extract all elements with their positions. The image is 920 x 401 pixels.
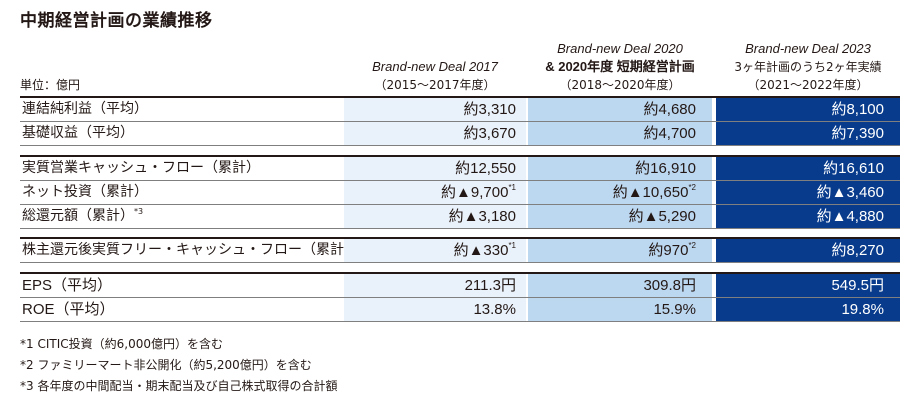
value-bnd2017: 211.3円	[344, 274, 526, 297]
row-label: EPS（平均）	[20, 274, 342, 297]
value-bnd2023: 約7,390	[716, 122, 900, 145]
value-bnd2023: 549.5円	[716, 274, 900, 297]
value-bnd2017: 約12,550	[344, 157, 526, 180]
value-text: 約▲10,650	[612, 184, 689, 201]
rule	[20, 228, 900, 229]
footnote-mark: *1	[508, 241, 516, 250]
value-bnd2020: 約16,910	[528, 157, 712, 180]
row-label: 実質営業キャッシュ・フロー（累計）	[20, 157, 342, 180]
column-header-3-sub: 3ヶ年計画のうち2ヶ年実績	[734, 60, 882, 74]
row-label: 基礎収益（平均）	[20, 122, 342, 145]
footnote-mark: *1	[508, 183, 516, 192]
value-bnd2017: 約3,670	[344, 122, 526, 145]
value-bnd2017: 約3,310	[344, 98, 526, 121]
row-label: 株主還元後実質フリー・キャッシュ・フロー（累計）	[20, 239, 358, 262]
value-bnd2020: 309.8円	[528, 274, 712, 297]
row-label: ROE（平均）	[20, 298, 342, 321]
footnote-mark: *3	[134, 207, 144, 216]
value-bnd2020: 約▲10,650*2	[528, 181, 712, 204]
value-bnd2023: 19.8%	[716, 298, 900, 321]
footnote-1: *1 CITIC投資（約6,000億円）を含む	[20, 337, 223, 351]
value-bnd2017: 約▲330*1	[344, 239, 526, 262]
column-header-2-name: Brand-new Deal 2020	[557, 41, 683, 56]
value-bnd2023: 約16,610	[716, 157, 900, 180]
rule	[20, 121, 900, 122]
value-bnd2020: 約970*2	[528, 239, 712, 262]
value-bnd2020: 約4,700	[528, 122, 712, 145]
value-bnd2017: 13.8%	[344, 298, 526, 321]
row-label: ネット投資（累計）	[20, 181, 342, 204]
column-header-2-sub: & 2020年度 短期経営計画	[545, 59, 695, 74]
value-bnd2020: 15.9%	[528, 298, 712, 321]
rule	[20, 297, 900, 298]
value-bnd2017: 約▲9,700*1	[344, 181, 526, 204]
footnote-2: *2 ファミリーマート非公開化（約5,200億円）を含む	[20, 358, 312, 372]
column-header-1-name: Brand-new Deal 2017	[372, 59, 498, 74]
rule	[20, 180, 900, 181]
rule-group	[20, 272, 900, 274]
row-label-text: 総還元額（累計）	[22, 208, 134, 224]
rule	[20, 204, 900, 205]
column-header-1-period: （2015〜2017年度）	[374, 78, 496, 92]
column-header-3: Brand-new Deal 2023 3ヶ年計画のうち2ヶ年実績 （2021〜…	[716, 40, 900, 94]
column-header-3-name: Brand-new Deal 2023	[745, 41, 871, 56]
column-header-1: Brand-new Deal 2017 （2015〜2017年度）	[344, 58, 526, 94]
unit-label: 単位：億円	[20, 78, 81, 92]
rule-top	[20, 96, 900, 98]
rule-group	[20, 237, 900, 239]
value-text: 約970	[648, 242, 689, 259]
footnotes: *1 CITIC投資（約6,000億円）を含む *2 ファミリーマート非公開化（…	[20, 334, 337, 397]
footnote-mark: *2	[688, 241, 696, 250]
column-header-2-period: （2018〜2020年度）	[559, 78, 681, 92]
footnote-3: *3 各年度の中間配当・期末配当及び自己株式取得の合計額	[20, 379, 338, 393]
footnote-mark: *2	[688, 183, 696, 192]
rule	[20, 145, 900, 146]
value-bnd2023: 約8,270	[716, 239, 900, 262]
column-header-2: Brand-new Deal 2020 & 2020年度 短期経営計画 （201…	[528, 40, 712, 94]
rule-group	[20, 155, 900, 157]
value-bnd2020: 約4,680	[528, 98, 712, 121]
column-header-3-period: （2021〜2022年度）	[747, 78, 869, 92]
value-text: 約▲9,700	[441, 184, 509, 201]
rule	[20, 321, 900, 322]
value-bnd2017: 約▲3,180	[344, 205, 526, 228]
value-text: 約▲330	[453, 242, 509, 259]
value-bnd2023: 約▲3,460	[716, 181, 900, 204]
row-label: 総還元額（累計）*3	[20, 205, 342, 228]
value-bnd2023: 約8,100	[716, 98, 900, 121]
value-bnd2020: 約▲5,290	[528, 205, 712, 228]
rule	[20, 262, 900, 263]
row-label: 連結純利益（平均）	[20, 98, 342, 121]
value-bnd2023: 約▲4,880	[716, 205, 900, 228]
page-title: 中期経営計画の業績推移	[20, 11, 213, 31]
